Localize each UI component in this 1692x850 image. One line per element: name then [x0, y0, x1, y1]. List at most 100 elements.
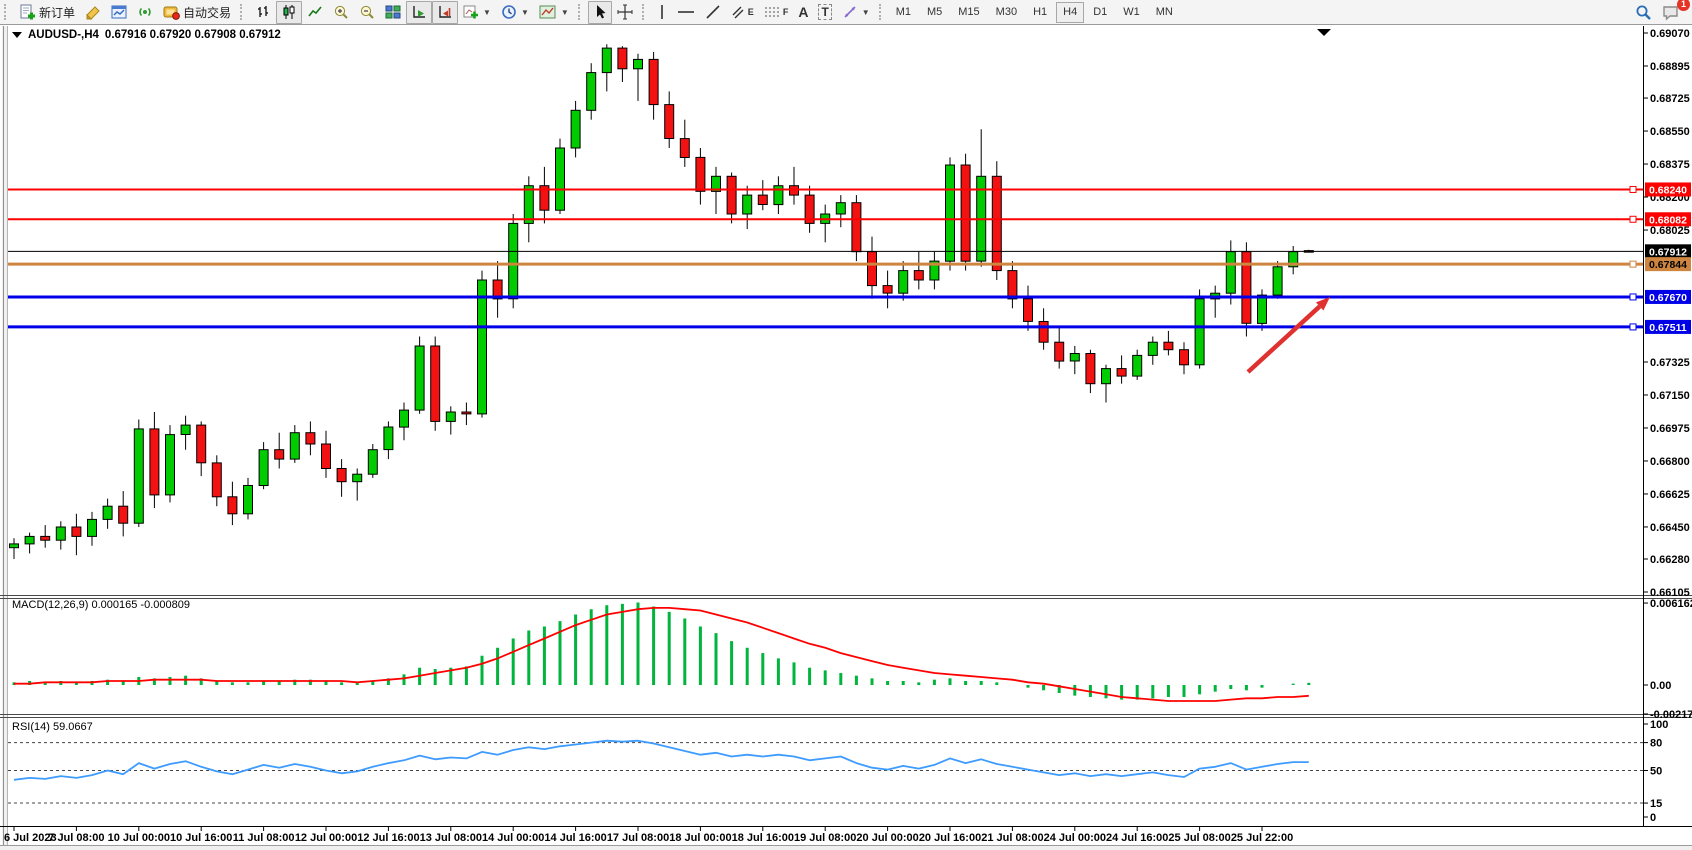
- price-tick-label: 0.68550: [1650, 126, 1690, 138]
- price-badge: [1645, 182, 1691, 197]
- hline-anchor[interactable]: [1629, 293, 1637, 301]
- crosshair-button[interactable]: [612, 1, 638, 24]
- timeframe-button-d1[interactable]: D1: [1093, 5, 1108, 18]
- trend-arrow-head[interactable]: [1315, 297, 1330, 311]
- toolbar-grip[interactable]: [4, 4, 9, 20]
- candle-up: [258, 449, 269, 487]
- autotrading-button[interactable]: 自动交易: [158, 1, 236, 24]
- text-tool-button[interactable]: A: [793, 1, 813, 24]
- window-left-edge: [0, 26, 8, 845]
- periods-caret-icon: ▼: [520, 7, 529, 17]
- auto-scroll-button[interactable]: [406, 0, 433, 24]
- date-label: 10 Jul 16:00: [170, 832, 232, 844]
- timeframe-button-h1[interactable]: H1: [1033, 5, 1048, 18]
- price-tick-label: 0.66800: [1650, 456, 1690, 468]
- bar-chart-mode-button[interactable]: [250, 1, 276, 24]
- candle-up: [1194, 298, 1205, 366]
- periods-button[interactable]: ▼: [496, 1, 534, 24]
- date-label: 12 Jul 16:00: [357, 832, 419, 844]
- date-label: 19 Jul 08:00: [794, 832, 856, 844]
- hline-anchor[interactable]: [1629, 185, 1637, 193]
- current-bar-marker-icon: [1317, 29, 1331, 36]
- horizontal-line-tool-button[interactable]: [672, 1, 700, 24]
- timeframe-button-h4[interactable]: H4: [1056, 1, 1085, 23]
- zoom-out-button[interactable]: [354, 1, 380, 24]
- timeframe-button-m30[interactable]: M30: [995, 5, 1018, 18]
- price-badge-label: 0.68082: [1649, 214, 1687, 226]
- date-label: 12 Jul 00:00: [295, 832, 357, 844]
- label-tool-button[interactable]: T: [813, 1, 836, 24]
- candle-down: [1038, 321, 1049, 343]
- candle-up: [352, 473, 363, 483]
- chart-shift-icon: [437, 4, 453, 20]
- equidistant-channel-tool-button[interactable]: E: [726, 1, 759, 24]
- templates-button[interactable]: ▼: [534, 1, 574, 24]
- macd-tick-label: 0.006162: [1650, 598, 1692, 610]
- indicators-button[interactable]: ▼: [458, 1, 496, 24]
- timeframe-button-m15[interactable]: M15: [958, 5, 980, 18]
- tile-windows-button[interactable]: [380, 1, 406, 24]
- timeframe-button-m1[interactable]: M1: [895, 5, 911, 18]
- toolbar-grip[interactable]: [878, 4, 884, 20]
- signals-button[interactable]: [132, 1, 158, 24]
- template-icon: [539, 4, 557, 20]
- chart-title: AUDUSD-,H4 0.67916 0.67920 0.67908 0.679…: [12, 29, 281, 41]
- candle-down: [695, 156, 706, 192]
- trendline-tool-button[interactable]: [700, 1, 726, 24]
- signals-icon: [137, 4, 153, 20]
- channel-glyph: E: [747, 7, 754, 17]
- candle-down: [539, 185, 550, 211]
- rsi-tick-label: 80: [1650, 738, 1662, 750]
- candle-up: [1272, 266, 1283, 296]
- fibonacci-tool-button[interactable]: F: [759, 1, 794, 24]
- line-chart-mode-button[interactable]: [302, 1, 328, 24]
- rsi-tick-label: 15: [1650, 798, 1662, 810]
- date-label: 13 Jul 08:00: [420, 832, 482, 844]
- vertical-line-tool-button[interactable]: [652, 1, 672, 24]
- candle-up: [24, 535, 35, 545]
- equidistant-channel-icon: [731, 5, 745, 19]
- candle-up: [383, 426, 394, 451]
- hline-anchor[interactable]: [1629, 215, 1637, 223]
- chart-canvas[interactable]: 0.69070 0.68895 0.68725 0.68550 0.68375 0.682…: [0, 26, 1692, 850]
- date-label: 20 Jul 00:00: [856, 832, 918, 844]
- arrows-tool-button[interactable]: ▼: [837, 1, 875, 24]
- hline-anchor[interactable]: [1629, 260, 1637, 268]
- candle-up: [945, 164, 955, 262]
- chart-shift-button[interactable]: [432, 0, 459, 24]
- symbol-dropdown-icon[interactable]: [12, 32, 22, 38]
- notifications-button[interactable]: 1: [1657, 0, 1690, 24]
- candle-up: [773, 185, 784, 206]
- cursor-button[interactable]: [587, 0, 612, 24]
- candle-up: [445, 411, 456, 422]
- toolbar-grip[interactable]: [641, 4, 647, 20]
- clock-icon: [501, 4, 517, 20]
- candlestick-mode-button[interactable]: [276, 0, 303, 24]
- metaeditor-button[interactable]: [80, 1, 106, 24]
- timeframe-button-w1[interactable]: W1: [1123, 5, 1140, 18]
- zoom-in-button[interactable]: [328, 1, 354, 24]
- timeframe-button-m5[interactable]: M5: [926, 5, 943, 18]
- candle-up: [55, 526, 66, 541]
- candle-down: [617, 47, 628, 70]
- candle-up: [1257, 294, 1267, 324]
- candle-up: [1101, 368, 1111, 385]
- new-order-button[interactable]: 新订单: [14, 1, 80, 24]
- candle-down: [1023, 298, 1033, 322]
- trend-arrow[interactable]: [1246, 304, 1322, 374]
- timeframe-button-mn[interactable]: MN: [1155, 5, 1173, 18]
- candle-down: [211, 462, 222, 498]
- date-label: 20 Jul 16:00: [919, 832, 981, 844]
- candle-up: [711, 175, 721, 192]
- candle-down: [1163, 341, 1174, 351]
- candle-up: [835, 202, 846, 215]
- hline-anchor[interactable]: [1629, 323, 1637, 331]
- toolbar-grip[interactable]: [240, 4, 245, 20]
- chart-window-button[interactable]: [106, 1, 132, 24]
- toolbar-grip[interactable]: [577, 4, 583, 20]
- candle-down: [196, 424, 207, 464]
- price-tick-label: 0.66450: [1650, 522, 1690, 534]
- bar-chart-icon: [255, 4, 271, 20]
- candle-up: [601, 47, 612, 74]
- search-button[interactable]: [1630, 1, 1657, 24]
